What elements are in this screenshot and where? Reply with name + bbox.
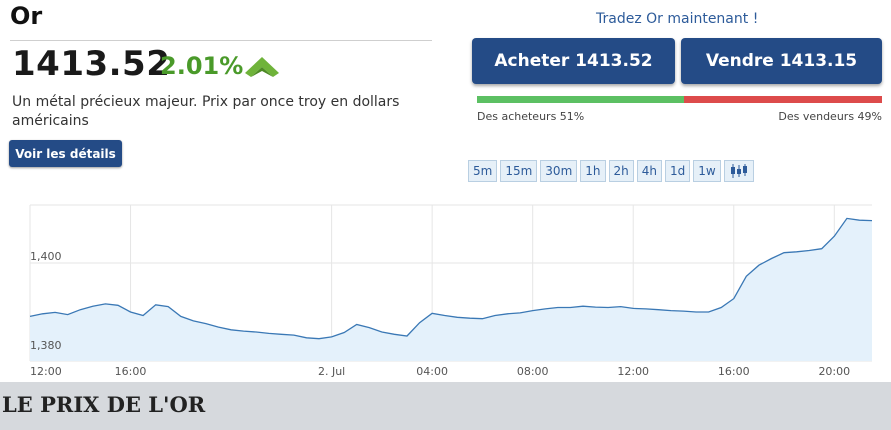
page-banner: LE PRIX DE L'OR (0, 382, 891, 430)
sell-button[interactable]: Vendre 1413.15 (681, 38, 882, 84)
timeframe-2h[interactable]: 2h (608, 160, 634, 182)
trade-now-link[interactable]: Tradez Or maintenant ! (596, 11, 759, 27)
price-area-fill (30, 218, 872, 361)
instrument-description: Un métal précieux majeur. Prix par once … (12, 94, 400, 129)
x-tick-label: 2. Jul (318, 365, 345, 378)
title-divider (10, 40, 432, 41)
sentiment-bar (477, 96, 882, 103)
timeframe-5m[interactable]: 5m (468, 160, 498, 182)
sentiment-sellers-fill (683, 96, 882, 103)
price-value: 1413.52 (12, 44, 171, 84)
sentiment-buyers-fill (477, 96, 684, 103)
x-tick-label: 20:00 (818, 365, 850, 378)
x-tick-label: 04:00 (416, 365, 448, 378)
banner-title: LE PRIX DE L'OR (2, 392, 206, 417)
x-tick-label: 12:00 (617, 365, 649, 378)
x-tick-label: 16:00 (115, 365, 147, 378)
view-details-button[interactable]: Voir les détails (9, 140, 122, 167)
trend-up-arrow-icon (245, 57, 279, 77)
buy-button[interactable]: Acheter 1413.52 (472, 38, 675, 84)
change-percent: 2.01% (160, 52, 244, 80)
timeframe-4h[interactable]: 4h (636, 160, 663, 182)
sellers-label: Des vendeurs 49% (778, 110, 882, 123)
timeframe-1d[interactable]: 1d (665, 160, 691, 182)
timeframe-selector: 5m 15m 30m 1h 2h 4h 1d 1w (468, 160, 754, 182)
x-tick-label: 12:00 (30, 365, 62, 378)
x-tick-label: 08:00 (517, 365, 549, 378)
y-tick-label: 1,400 (30, 250, 62, 263)
timeframe-30m[interactable]: 30m (540, 160, 578, 182)
buyers-label: Des acheteurs 51% (477, 110, 585, 123)
candlestick-chart-icon[interactable] (723, 160, 754, 182)
instrument-title: Or (10, 2, 43, 30)
x-tick-label: 16:00 (718, 365, 750, 378)
timeframe-1w[interactable]: 1w (693, 160, 721, 182)
y-tick-label: 1,380 (30, 339, 62, 352)
timeframe-15m[interactable]: 15m (500, 160, 538, 182)
timeframe-1h[interactable]: 1h (580, 160, 606, 182)
price-chart: 1,400 1,380 12:00 16:00 2. Jul 04:00 08:00 12:… (29, 204, 873, 378)
price-line (29, 217, 873, 340)
